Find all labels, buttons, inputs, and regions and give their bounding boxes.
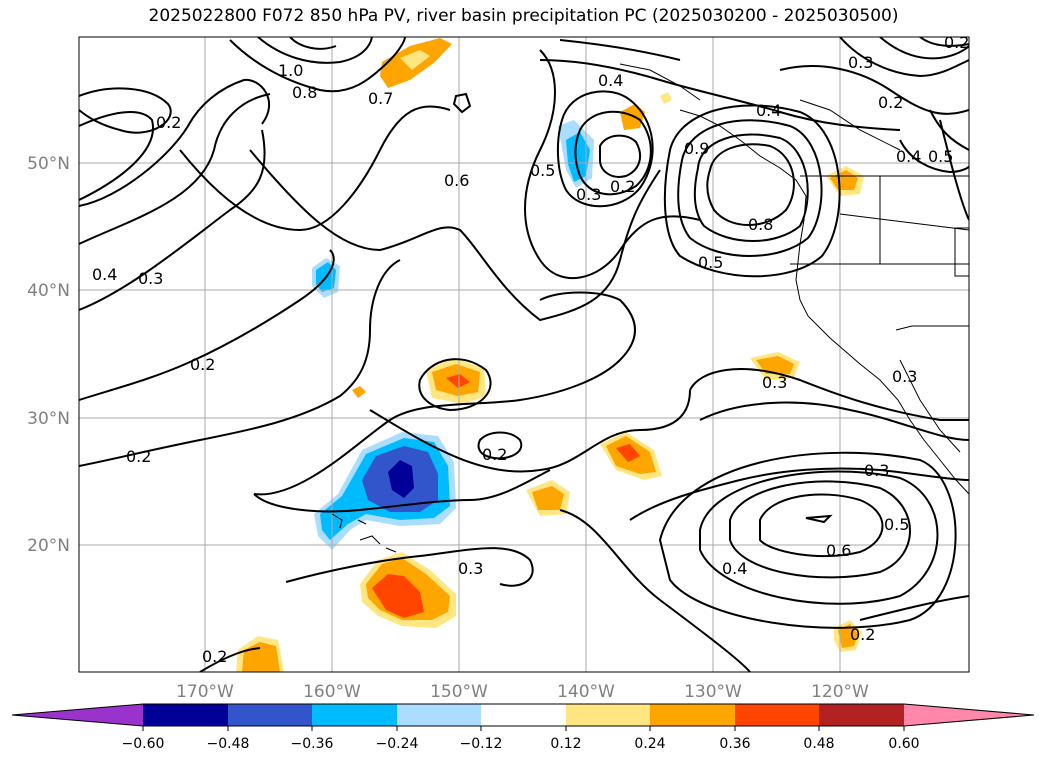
contour-label: 0.8 (748, 215, 773, 234)
contour-label: 0.3 (138, 269, 163, 288)
negative-anomaly-patch (388, 460, 414, 498)
map-area (79, 37, 969, 672)
contour-label: 0.2 (126, 447, 151, 466)
lat-tick-label: 50°N (27, 154, 70, 174)
contour-label: 0.3 (864, 461, 889, 480)
negative-anomaly-patch (352, 386, 366, 398)
contour-label: 0.4 (756, 101, 781, 120)
contour-label: 0.9 (684, 139, 709, 158)
colorbar-low-extension (12, 704, 143, 726)
contour-label: 0.3 (458, 559, 483, 578)
contour-label: 0.4 (598, 71, 623, 90)
colorbar-segment (735, 704, 819, 726)
contour-label: 0.3 (892, 367, 917, 386)
contour-label: 0.4 (722, 559, 747, 578)
positive-anomaly-patch (620, 104, 645, 130)
colorbar-segment (397, 704, 481, 726)
positive-anomaly-patch (830, 170, 858, 190)
colorbar-tick-label: −0.60 (122, 736, 165, 752)
map-frame (78, 36, 970, 673)
positive-anomaly-patch (660, 92, 672, 104)
contour-label: 0.3 (848, 53, 873, 72)
contour-label: 0.3 (576, 185, 601, 204)
lat-tick-label: 30°N (27, 409, 70, 429)
contour-label: 0.8 (292, 83, 317, 102)
graticule (79, 37, 969, 672)
positive-anomaly-patch (400, 50, 430, 70)
contour-labels: 1.0 0.8 0.7 0.2 0.6 0.5 0.4 0.3 0.2 0.9 … (92, 33, 969, 666)
lon-tick-label: 130°W (684, 682, 742, 702)
colorbar-high-extension (904, 704, 1034, 726)
colorbar-segment (650, 704, 735, 726)
contour-label: 0.6 (826, 541, 851, 560)
contour-label: 0.3 (762, 373, 787, 392)
negative-anomaly-patch (566, 132, 590, 182)
positive-anomaly-patch (446, 374, 470, 388)
contour-label: 0.5 (698, 253, 723, 272)
colorbar-tick-label: −0.36 (291, 736, 334, 752)
contour-label: 0.5 (928, 147, 953, 166)
contour-label: 0.2 (878, 93, 903, 112)
colorbar-tick-label: 0.48 (803, 736, 834, 752)
contour-label: 0.4 (92, 265, 117, 284)
contour-label: 0.2 (944, 33, 969, 52)
precip-shading (236, 38, 864, 672)
lon-tick-label: 140°W (557, 682, 615, 702)
colorbar-tick-label: 0.12 (550, 736, 581, 752)
lon-tick-label: 170°W (176, 682, 234, 702)
colorbar-segment (228, 704, 312, 726)
lat-tick-label: 40°N (27, 281, 70, 301)
contour-label: 0.5 (530, 161, 555, 180)
colorbar-tick-label: 0.24 (634, 736, 665, 752)
lon-tick-label: 150°W (430, 682, 488, 702)
colorbar-segment (312, 704, 397, 726)
contour-label: 0.2 (156, 113, 181, 132)
colorbar-segment (481, 704, 566, 726)
coastlines (331, 63, 969, 553)
positive-anomaly-patch (532, 486, 564, 510)
contour-label: 0.2 (202, 647, 227, 666)
contour-label: 0.6 (444, 171, 469, 190)
contour-label: 0.7 (368, 89, 393, 108)
colorbar-segment (819, 704, 904, 726)
colorbar-tick-label: 0.36 (719, 736, 750, 752)
lat-tick-label: 20°N (27, 536, 70, 556)
colorbar: −0.60 −0.48 −0.36 −0.24 −0.12 0.12 0.24 … (11, 703, 1035, 752)
lon-tick-label: 120°W (811, 682, 869, 702)
positive-anomaly-patch (838, 624, 858, 648)
contour-label: 0.5 (884, 515, 909, 534)
colorbar-segment (566, 704, 650, 726)
colorbar-tick-label: 0.60 (888, 736, 919, 752)
longitude-ticks: 170°W 160°W 150°W 140°W 130°W 120°W (176, 682, 869, 702)
colorbar-tick-label: −0.12 (460, 736, 503, 752)
colorbar-tick-label: −0.24 (376, 736, 419, 752)
contour-label: 0.2 (482, 445, 507, 464)
colorbar-tick-label: −0.48 (207, 736, 250, 752)
pv-contours (79, 37, 969, 672)
contour-label: 0.2 (850, 625, 875, 644)
contour-label: 0.2 (610, 177, 635, 196)
contour-label: 0.2 (190, 355, 215, 374)
colorbar-segment (143, 704, 228, 726)
positive-anomaly-patch (372, 574, 424, 618)
lon-tick-label: 160°W (303, 682, 361, 702)
latitude-ticks: 50°N 40°N 30°N 20°N (27, 154, 70, 556)
positive-anomaly-patch (616, 444, 640, 462)
map-title: 2025022800 F072 850 hPa PV, river basin … (148, 6, 899, 26)
contour-label: 1.0 (278, 61, 303, 80)
positive-anomaly-patch (756, 356, 794, 374)
contour-label: 0.4 (896, 147, 921, 166)
